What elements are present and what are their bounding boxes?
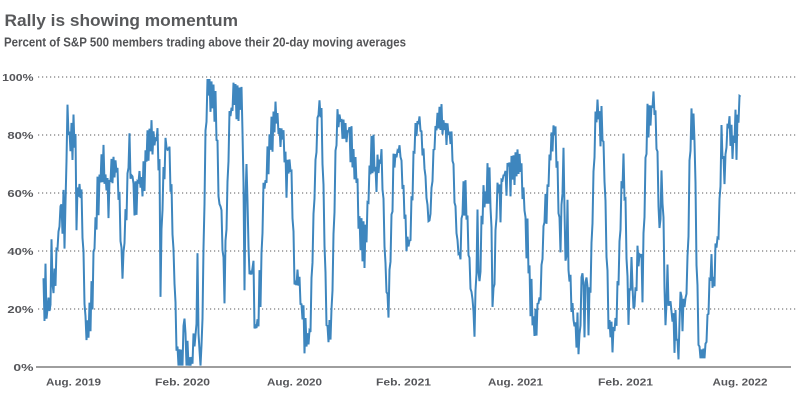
svg-text:60%: 60% (7, 188, 34, 200)
svg-text:Percent of S&P 500 members tra: Percent of S&P 500 members trading above… (4, 35, 406, 49)
svg-text:Feb. 2021: Feb. 2021 (598, 377, 653, 389)
svg-text:Rally is showing momentum: Rally is showing momentum (5, 12, 238, 30)
svg-text:0%: 0% (13, 362, 34, 374)
svg-text:Aug. 2021: Aug. 2021 (488, 377, 543, 389)
svg-text:Aug. 2020: Aug. 2020 (267, 377, 322, 389)
svg-text:100%: 100% (2, 72, 34, 84)
svg-text:80%: 80% (7, 130, 34, 142)
svg-text:Feb. 2021: Feb. 2021 (376, 377, 431, 389)
svg-text:Feb. 2020: Feb. 2020 (155, 377, 210, 389)
svg-text:20%: 20% (7, 304, 34, 316)
svg-text:Aug. 2019: Aug. 2019 (46, 377, 101, 389)
svg-text:Aug. 2022: Aug. 2022 (713, 377, 768, 389)
svg-text:40%: 40% (7, 246, 34, 258)
